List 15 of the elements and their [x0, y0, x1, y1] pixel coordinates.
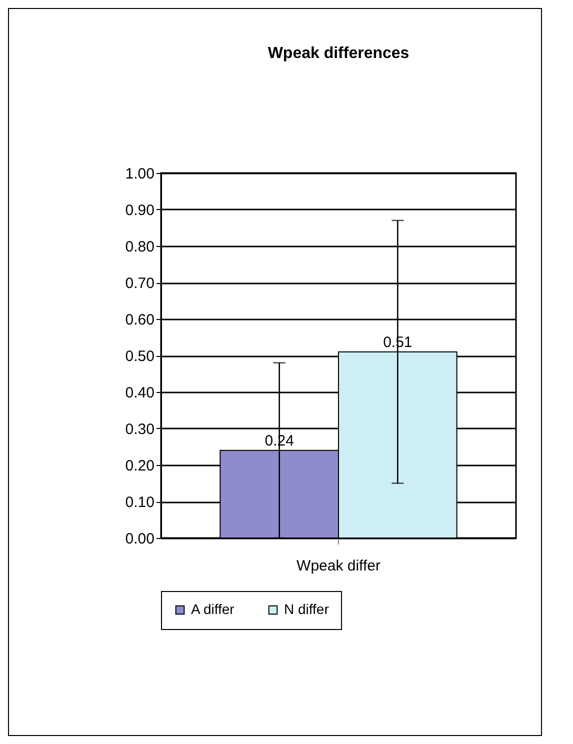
y-tick-label: 0.40 — [125, 384, 154, 402]
y-tick-label: 0.50 — [125, 348, 154, 365]
y-tick-label: 0.80 — [125, 238, 154, 256]
chart-title: Wpeak differences — [268, 45, 410, 62]
x-tick-label: Wpeak differ — [296, 558, 380, 574]
y-tick-label: 0.20 — [125, 458, 154, 474]
y-tick-label: 0.30 — [125, 421, 154, 438]
legend-label: A differ — [191, 601, 235, 617]
legend-label: N differ — [284, 601, 330, 617]
y-tick-label: 0.70 — [125, 275, 154, 292]
y-tick-label: 0.10 — [125, 494, 154, 511]
y-tick-label: 0.60 — [125, 312, 154, 328]
y-tick-label: 1.00 — [125, 166, 154, 182]
y-tick-label: 0.00 — [125, 530, 154, 548]
y-tick-label: 0.90 — [125, 202, 154, 219]
